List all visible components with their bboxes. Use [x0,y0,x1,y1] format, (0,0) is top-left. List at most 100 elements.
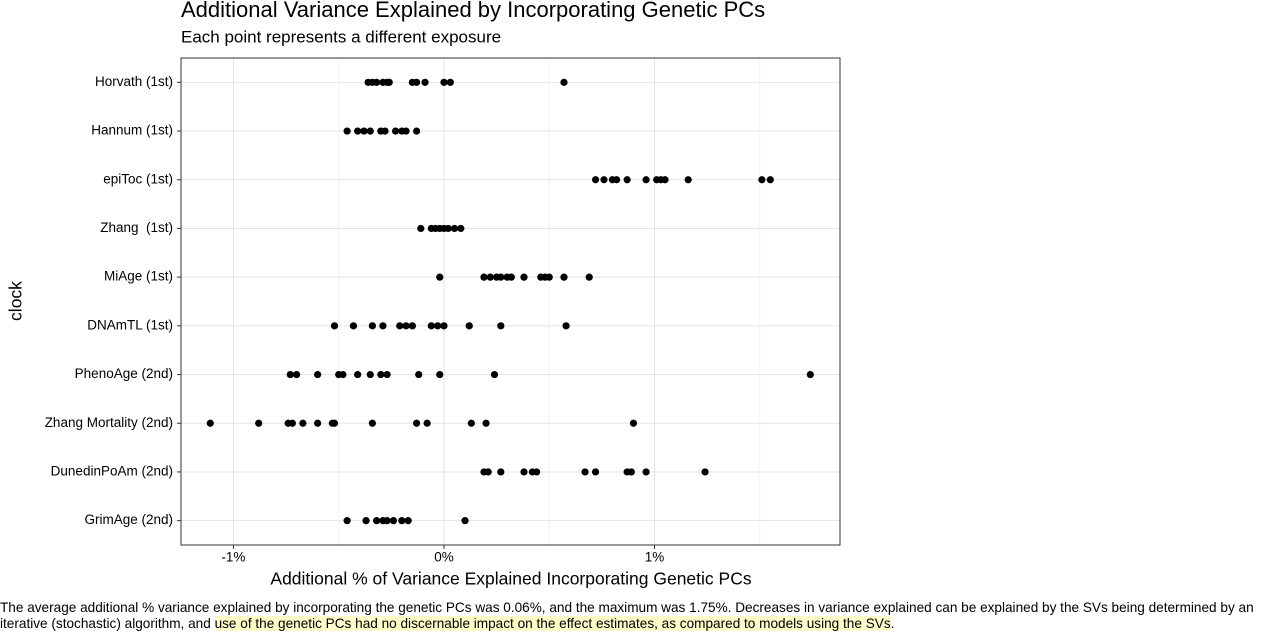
point [385,78,393,86]
point [450,224,459,233]
point [436,370,444,379]
point [465,322,473,330]
chart: Additional Variance Explained by Incorpo… [6,0,841,589]
point [490,370,499,379]
point [381,127,389,135]
point [484,468,492,476]
point [412,419,421,427]
point [446,78,454,86]
point [758,176,766,184]
point [661,176,669,184]
point [398,517,406,525]
point [482,419,490,427]
point [389,517,398,525]
caption-end: . [890,616,895,631]
point [288,419,296,427]
y-tick-label: Hannum (1st) [91,123,173,138]
point [560,273,568,281]
point [684,176,692,184]
x-tick-label: 0% [434,550,454,565]
point [391,127,400,135]
point [562,322,570,330]
point [292,370,301,379]
point [642,468,650,476]
point [421,78,429,86]
point [412,78,421,86]
point [623,176,631,184]
y-tick-label: Zhang (1st) [100,220,173,235]
point [497,322,505,330]
point [520,468,528,476]
point [362,517,370,525]
point [402,322,410,330]
y-tick-label: PhenoAge (2nd) [75,366,173,381]
point [366,127,374,135]
point [339,370,347,379]
plot-border [180,57,841,546]
point [354,370,362,379]
point [343,517,351,525]
point [585,273,593,281]
point [427,322,435,330]
chart-subtitle: Each point represents a different exposu… [181,27,501,46]
point [600,176,608,184]
x-axis-title: Additional % of Variance Explained Incor… [270,569,751,589]
point [360,127,368,135]
point [368,419,376,427]
point [497,273,505,281]
point [507,273,515,281]
x-tick-label: -1% [221,550,245,565]
y-tick-label: DunedinPoAm (2nd) [51,464,173,479]
point [486,273,494,281]
caption-text: The average additional % variance explai… [0,600,1254,631]
point [330,322,339,330]
point [255,419,263,427]
point [299,419,307,427]
point [497,468,505,476]
point [417,224,425,233]
point [408,322,416,330]
point [591,468,600,476]
point [806,370,814,379]
point [412,127,421,135]
point [383,517,391,525]
point [434,322,442,330]
y-tick-label: MiAge (1st) [104,269,173,284]
y-tick-label: DNAmTL (1st) [87,317,173,332]
point [330,419,339,427]
point [457,224,465,233]
point [379,322,387,330]
point [642,176,650,184]
point [467,419,475,427]
point [591,176,600,184]
point [372,517,381,525]
caption-highlight: use of the genetic PCs had no discernabl… [214,616,891,631]
point [629,419,638,427]
point [581,468,589,476]
point [377,370,385,379]
caption: The average additional % variance explai… [0,600,1280,632]
point [436,273,444,281]
x-tick-label: 1% [645,550,665,565]
point [372,78,381,86]
y-axis-title: clock [6,281,26,321]
point [404,517,412,525]
point [613,176,621,184]
point [402,127,410,135]
point [766,176,774,184]
point [349,322,358,330]
point [354,127,362,135]
point [314,419,322,427]
point [560,78,568,86]
point [627,468,635,476]
point [545,273,553,281]
point [480,273,488,281]
point [533,468,541,476]
y-tick-label: epiToc (1st) [103,171,173,186]
point [440,322,448,330]
y-tick-label: Horvath (1st) [95,74,173,89]
point [206,419,214,427]
point [368,322,376,330]
point [383,370,391,379]
